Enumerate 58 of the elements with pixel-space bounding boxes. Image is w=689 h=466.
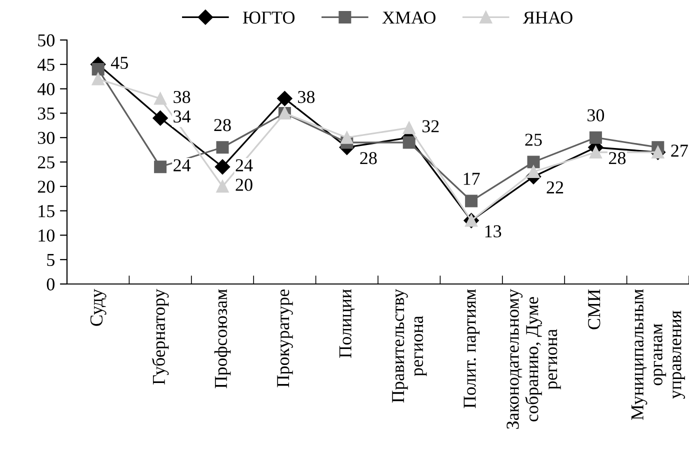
x-tick-label: Муниципальным органам управления <box>631 289 685 420</box>
point <box>152 110 168 126</box>
y-tick-label: 35 <box>38 108 54 120</box>
x-tick-label: Полит. партиям <box>464 289 480 408</box>
point <box>92 63 104 76</box>
data-label: 24 <box>236 159 253 172</box>
y-tick-label: 0 <box>46 278 55 290</box>
y-tick-label: 45 <box>37 58 54 71</box>
data-label: 38 <box>298 90 315 104</box>
point <box>214 159 230 174</box>
point <box>527 156 540 168</box>
x-tick-label: Суду <box>90 288 106 326</box>
data-label: 17 <box>464 172 480 185</box>
point <box>465 194 478 208</box>
data-label: 13 <box>485 225 502 238</box>
data-label: 20 <box>236 178 252 191</box>
data-label: 22 <box>546 181 564 194</box>
data-label: 34 <box>174 110 191 123</box>
data-label: 24 <box>174 159 191 172</box>
data-label: 32 <box>422 120 439 132</box>
point <box>216 180 229 193</box>
x-tick-label: Профсоюзам <box>214 289 231 388</box>
point <box>154 92 167 105</box>
y-tick-label: 15 <box>38 205 54 218</box>
legend-label: ХМАО <box>382 12 436 24</box>
data-label: 30 <box>588 109 604 122</box>
data-label: 45 <box>110 56 128 69</box>
x-tick-label: Законодательному собранию, Думе региона <box>506 288 561 429</box>
point <box>589 131 602 144</box>
legend-label: ЯНАО <box>522 12 572 24</box>
data-label: 25 <box>525 134 542 146</box>
point <box>527 166 540 178</box>
y-tick-label: 25 <box>38 156 54 168</box>
point <box>154 160 167 174</box>
point <box>277 90 292 106</box>
data-label: 28 <box>214 119 231 132</box>
x-tick-label: Губернатору <box>152 288 169 385</box>
y-tick-label: 20 <box>38 180 55 193</box>
point <box>216 141 229 154</box>
point <box>402 136 416 149</box>
x-tick-label: Правительству региона <box>392 288 427 403</box>
point <box>340 131 354 144</box>
y-tick-label: 10 <box>38 229 55 242</box>
y-tick-label: 40 <box>37 83 55 96</box>
data-label: 28 <box>608 152 626 164</box>
y-tick-label: 5 <box>47 254 54 266</box>
data-label: 27 <box>671 144 688 157</box>
x-tick-label: Прокуратуре <box>277 289 293 388</box>
y-tick-label: 30 <box>38 132 55 144</box>
point <box>589 146 602 158</box>
data-label: 28 <box>360 152 377 164</box>
legend-label: ЮГТО <box>242 12 295 24</box>
x-tick-label: Полиции <box>339 289 355 358</box>
data-label: 38 <box>174 90 190 104</box>
y-tick-label: 50 <box>38 34 55 46</box>
point <box>402 122 416 134</box>
point <box>92 72 104 86</box>
x-tick-label: СМИ <box>588 289 600 330</box>
